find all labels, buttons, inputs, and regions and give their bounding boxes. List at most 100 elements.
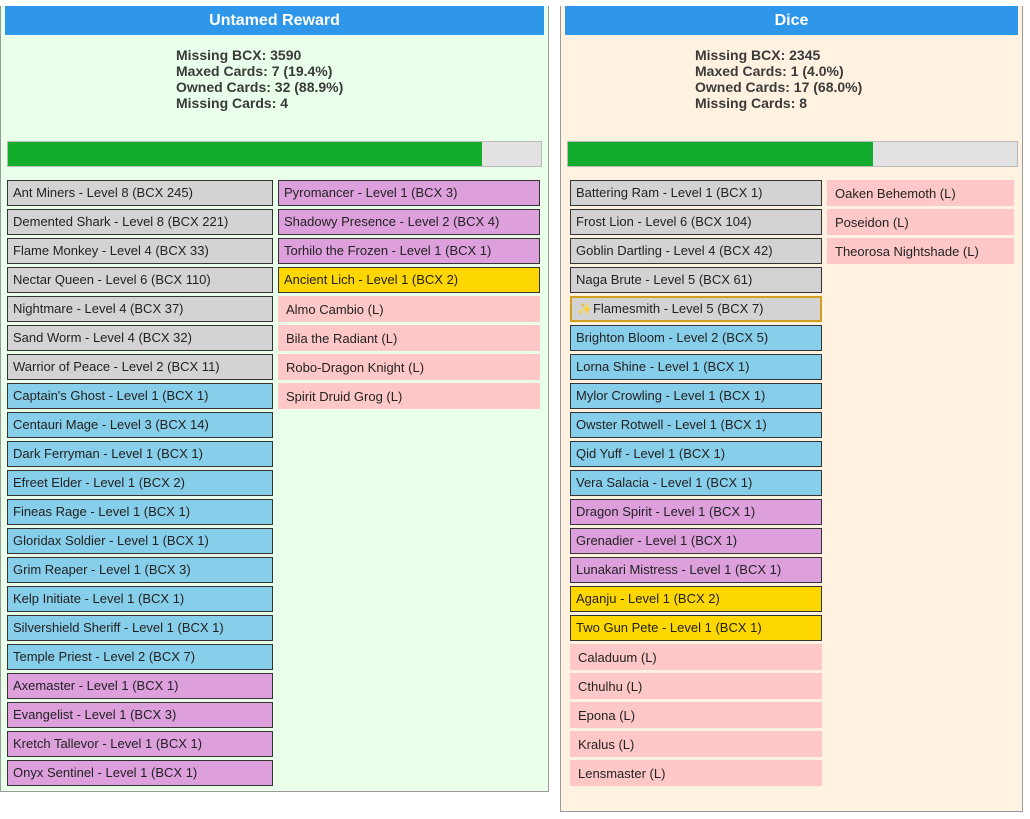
missing-cards-stat: Missing Cards: 8	[695, 95, 808, 111]
missing-card-item[interactable]: Spirit Druid Grog (L)	[278, 383, 540, 409]
card-item[interactable]: Torhilo the Frozen - Level 1 (BCX 1)	[278, 238, 540, 264]
card-item[interactable]: Grim Reaper - Level 1 (BCX 3)	[7, 557, 273, 583]
card-label: Efreet Elder - Level 1 (BCX 2)	[13, 475, 185, 490]
card-item[interactable]: Axemaster - Level 1 (BCX 1)	[7, 673, 273, 699]
card-item[interactable]: Vera Salacia - Level 1 (BCX 1)	[570, 470, 822, 496]
card-label: Owster Rotwell - Level 1 (BCX 1)	[576, 417, 767, 432]
card-label: Lunakari Mistress - Level 1 (BCX 1)	[576, 562, 782, 577]
card-item[interactable]: Evangelist - Level 1 (BCX 3)	[7, 702, 273, 728]
card-item[interactable]: Brighton Bloom - Level 2 (BCX 5)	[570, 325, 822, 351]
card-label: Shadowy Presence - Level 2 (BCX 4)	[284, 214, 500, 229]
card-item[interactable]: Frost Lion - Level 6 (BCX 104)	[570, 209, 822, 235]
missing-card-item[interactable]: Bila the Radiant (L)	[278, 325, 540, 351]
card-label: Qid Yuff - Level 1 (BCX 1)	[576, 446, 726, 461]
card-item[interactable]: Demented Shark - Level 8 (BCX 221)	[7, 209, 273, 235]
card-column-right: Pyromancer - Level 1 (BCX 3) Shadowy Pres…	[278, 180, 540, 412]
progress-bar	[7, 141, 542, 167]
panel-title: Dice	[565, 6, 1018, 35]
card-item[interactable]: Lunakari Mistress - Level 1 (BCX 1)	[570, 557, 822, 583]
missing-card-item[interactable]: Cthulhu (L)	[570, 673, 822, 699]
progress-fill	[568, 142, 874, 166]
card-item[interactable]: Dark Ferryman - Level 1 (BCX 1)	[7, 441, 273, 467]
card-label: Warrior of Peace - Level 2 (BCX 11)	[13, 359, 220, 374]
missing-card-item[interactable]: Kralus (L)	[570, 731, 822, 757]
card-label: Frost Lion - Level 6 (BCX 104)	[576, 214, 752, 229]
card-item[interactable]: Shadowy Presence - Level 2 (BCX 4)	[278, 209, 540, 235]
card-item[interactable]: Fineas Rage - Level 1 (BCX 1)	[7, 499, 273, 525]
panel-untamed-reward: Untamed Reward Missing BCX: 3590 Maxed C…	[0, 6, 549, 792]
card-label: Robo-Dragon Knight (L)	[286, 360, 425, 375]
card-item[interactable]: Lorna Shine - Level 1 (BCX 1)	[570, 354, 822, 380]
card-item[interactable]: Efreet Elder - Level 1 (BCX 2)	[7, 470, 273, 496]
card-label: Nightmare - Level 4 (BCX 37)	[13, 301, 184, 316]
card-item[interactable]: Nightmare - Level 4 (BCX 37)	[7, 296, 273, 322]
card-item[interactable]: Naga Brute - Level 5 (BCX 61)	[570, 267, 822, 293]
card-label: Evangelist - Level 1 (BCX 3)	[13, 707, 177, 722]
progress-fill	[8, 142, 482, 166]
card-item[interactable]: Gloridax Soldier - Level 1 (BCX 1)	[7, 528, 273, 554]
card-item[interactable]: Temple Priest - Level 2 (BCX 7)	[7, 644, 273, 670]
card-item[interactable]: Warrior of Peace - Level 2 (BCX 11)	[7, 354, 273, 380]
card-label: Ancient Lich - Level 1 (BCX 2)	[284, 272, 459, 287]
maxed-cards-stat: Maxed Cards: 1 (4.0%)	[695, 63, 844, 79]
card-item[interactable]: Sand Worm - Level 4 (BCX 32)	[7, 325, 273, 351]
card-label: Two Gun Pete - Level 1 (BCX 1)	[576, 620, 762, 635]
card-item[interactable]: Two Gun Pete - Level 1 (BCX 1)	[570, 615, 822, 641]
card-label: Demented Shark - Level 8 (BCX 221)	[13, 214, 229, 229]
card-label: Axemaster - Level 1 (BCX 1)	[13, 678, 179, 693]
card-label: Gloridax Soldier - Level 1 (BCX 1)	[13, 533, 209, 548]
card-label: Oaken Behemoth (L)	[835, 186, 956, 201]
card-item[interactable]: Ancient Lich - Level 1 (BCX 2)	[278, 267, 540, 293]
card-label: Flamesmith - Level 5 (BCX 7)	[592, 301, 764, 316]
panel-dice: Dice Missing BCX: 2345 Maxed Cards: 1 (4…	[560, 6, 1023, 812]
card-label: Grenadier - Level 1 (BCX 1)	[576, 533, 738, 548]
card-item[interactable]: Pyromancer - Level 1 (BCX 3)	[278, 180, 540, 206]
card-label: Kralus (L)	[578, 737, 635, 752]
card-label: Captain's Ghost - Level 1 (BCX 1)	[13, 388, 209, 403]
card-label: Lensmaster (L)	[578, 766, 666, 781]
card-label: Goblin Dartling - Level 4 (BCX 42)	[576, 243, 773, 258]
progress-bar	[567, 141, 1018, 167]
missing-card-item[interactable]: Oaken Behemoth (L)	[827, 180, 1014, 206]
card-item[interactable]: ✨Flamesmith - Level 5 (BCX 7)	[570, 296, 822, 322]
card-item[interactable]: Mylor Crowling - Level 1 (BCX 1)	[570, 383, 822, 409]
card-item[interactable]: Nectar Queen - Level 6 (BCX 110)	[7, 267, 273, 293]
card-item[interactable]: Owster Rotwell - Level 1 (BCX 1)	[570, 412, 822, 438]
card-item[interactable]: Captain's Ghost - Level 1 (BCX 1)	[7, 383, 273, 409]
missing-card-item[interactable]: Theorosa Nightshade (L)	[827, 238, 1014, 264]
owned-cards-stat: Owned Cards: 17 (68.0%)	[695, 79, 863, 95]
card-label: Temple Priest - Level 2 (BCX 7)	[13, 649, 196, 664]
card-item[interactable]: Qid Yuff - Level 1 (BCX 1)	[570, 441, 822, 467]
card-item[interactable]: Aganju - Level 1 (BCX 2)	[570, 586, 822, 612]
missing-card-item[interactable]: Lensmaster (L)	[570, 760, 822, 786]
card-item[interactable]: Centauri Mage - Level 3 (BCX 14)	[7, 412, 273, 438]
card-item[interactable]: Silvershield Sheriff - Level 1 (BCX 1)	[7, 615, 273, 641]
missing-card-item[interactable]: Almo Cambio (L)	[278, 296, 540, 322]
card-label: Fineas Rage - Level 1 (BCX 1)	[13, 504, 191, 519]
card-label: Nectar Queen - Level 6 (BCX 110)	[13, 272, 211, 287]
card-item[interactable]: Dragon Spirit - Level 1 (BCX 1)	[570, 499, 822, 525]
card-label: Naga Brute - Level 5 (BCX 61)	[576, 272, 753, 287]
card-item[interactable]: Battering Ram - Level 1 (BCX 1)	[570, 180, 822, 206]
card-item[interactable]: Kretch Tallevor - Level 1 (BCX 1)	[7, 731, 273, 757]
card-label: Poseidon (L)	[835, 215, 909, 230]
card-item[interactable]: Onyx Sentinel - Level 1 (BCX 1)	[7, 760, 273, 786]
missing-cards-stat: Missing Cards: 4	[176, 95, 289, 111]
missing-card-item[interactable]: Poseidon (L)	[827, 209, 1014, 235]
card-item[interactable]: Goblin Dartling - Level 4 (BCX 42)	[570, 238, 822, 264]
missing-card-item[interactable]: Robo-Dragon Knight (L)	[278, 354, 540, 380]
stats-block: Missing BCX: 3590 Maxed Cards: 7 (19.4%)…	[1, 47, 548, 111]
missing-card-item[interactable]: Caladuum (L)	[570, 644, 822, 670]
card-item[interactable]: Kelp Initiate - Level 1 (BCX 1)	[7, 586, 273, 612]
card-item[interactable]: Ant Miners - Level 8 (BCX 245)	[7, 180, 273, 206]
card-label: Brighton Bloom - Level 2 (BCX 5)	[576, 330, 769, 345]
card-label: Dragon Spirit - Level 1 (BCX 1)	[576, 504, 756, 519]
missing-card-item[interactable]: Epona (L)	[570, 702, 822, 728]
card-label: Aganju - Level 1 (BCX 2)	[576, 591, 720, 606]
sparkle-icon: ✨	[577, 302, 592, 316]
card-item[interactable]: Flame Monkey - Level 4 (BCX 33)	[7, 238, 273, 264]
card-label: Spirit Druid Grog (L)	[286, 389, 403, 404]
card-label: Dark Ferryman - Level 1 (BCX 1)	[13, 446, 203, 461]
card-label: Epona (L)	[578, 708, 636, 723]
card-item[interactable]: Grenadier - Level 1 (BCX 1)	[570, 528, 822, 554]
